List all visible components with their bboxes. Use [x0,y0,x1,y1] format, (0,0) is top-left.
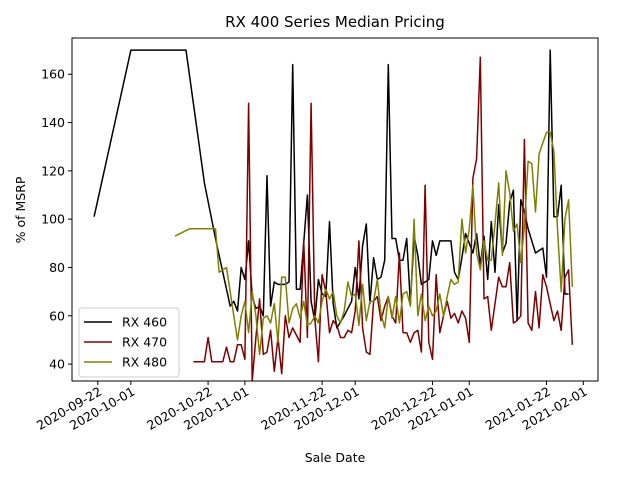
legend: RX 460 RX 470 RX 480 [78,307,180,378]
legend-label: RX 470 [122,335,167,350]
y-tick-label: 80 [49,260,65,275]
y-axis-label: % of MSRP [13,176,28,243]
series-lines [93,49,574,381]
y-tick-label: 60 [49,308,65,323]
y-tick-label: 160 [41,67,65,82]
series-line-3 [174,131,574,356]
y-tick-label: 40 [49,357,65,372]
legend-label: RX 460 [122,315,167,330]
y-tick-label: 100 [41,212,65,227]
x-axis-label: Sale Date [305,450,366,465]
legend-label: RX 480 [122,355,167,370]
series-line-1 [93,49,569,329]
y-axis-ticks: 40 60 80 100 120 140 160 [41,67,72,372]
chart-title: RX 400 Series Median Pricing [225,13,445,31]
y-tick-label: 120 [41,163,65,178]
plot-frame [71,37,599,382]
legend-box [78,307,180,378]
y-tick-label: 140 [41,115,65,130]
